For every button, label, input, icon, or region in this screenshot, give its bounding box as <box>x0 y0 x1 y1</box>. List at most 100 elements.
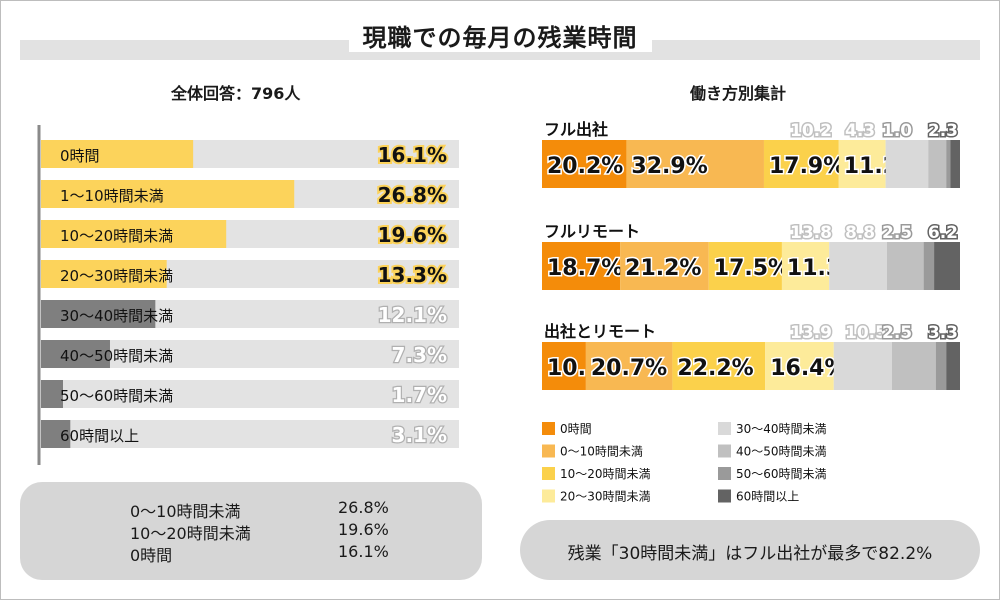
summary-value: 19.6% <box>338 520 389 539</box>
legend-label: 0時間 <box>560 422 592 436</box>
category-label: 20～30時間未満 <box>60 267 173 285</box>
bar <box>41 140 194 168</box>
legend-swatch <box>718 422 731 435</box>
stack-segment <box>765 342 834 390</box>
segment-label: 17.5% <box>714 256 790 281</box>
legend-swatch <box>718 489 731 503</box>
legend-label: 10～20時間未満 <box>560 467 651 481</box>
summary-label: 0時間 <box>130 546 173 565</box>
value-label: 7.3% <box>392 343 447 367</box>
stack-segment <box>838 140 886 188</box>
summary-value: 16.1% <box>338 542 389 561</box>
segment-label: 8.8 <box>845 223 875 243</box>
stack-segment <box>626 140 764 188</box>
segment-label: 1.0 <box>882 121 912 141</box>
stack-segment <box>781 242 830 290</box>
legend-label: 30～40時間未満 <box>736 422 827 436</box>
legend-label: 50～60時間未満 <box>736 467 827 481</box>
segment-label: 2.5 <box>882 323 912 343</box>
legend-swatch <box>542 467 555 480</box>
segment-label: 20.2% <box>547 154 623 179</box>
bar <box>41 380 63 408</box>
value-label: 16.1% <box>378 143 447 167</box>
stack-segment <box>833 342 892 390</box>
bar <box>41 220 227 248</box>
legend-swatch <box>542 444 555 458</box>
stack-segment <box>542 140 627 188</box>
bar <box>41 340 110 368</box>
segment-label: 22.2% <box>677 356 753 381</box>
stack-segment <box>950 140 960 188</box>
segment-label: 13.8 <box>790 223 832 243</box>
overall-bar-chart: 0時間 16.1% 1～10時間未満 26.8% 10～20時間未満 19.6% 20～30… <box>37 125 459 465</box>
stack-segment <box>891 342 936 390</box>
left-subtitle: 全体回答：796人 <box>171 84 301 103</box>
stack-segment <box>946 140 951 188</box>
right-subtitle: 働き方別集計 <box>690 84 787 103</box>
stack-segment <box>886 242 924 290</box>
stack-segment <box>829 242 887 290</box>
value-label: 13.3% <box>378 263 447 287</box>
segment-label: 2.3 <box>928 121 958 141</box>
stack-segment <box>672 342 766 390</box>
stack-segment <box>928 140 947 188</box>
stack-segment <box>708 242 782 290</box>
conclusion-text: 残業「30時間未満」はフル出社が最多で82.2% <box>567 544 933 564</box>
chart-title-text: 現職での毎月の残業時間 <box>348 24 652 52</box>
chart-title: 現職での毎月の残業時間 <box>0 18 1000 53</box>
stack-segment <box>885 140 929 188</box>
segment-label: 21.2% <box>625 256 701 281</box>
bar <box>41 180 295 208</box>
segment-label: 2.5 <box>882 223 912 243</box>
conclusion-box: 残業「30時間未満」はフル出社が最多で82.2% <box>520 520 980 580</box>
category-label: 10～20時間未満 <box>60 227 173 245</box>
category-label: 30～40時間未満 <box>60 307 173 325</box>
segment-label: 18.7% <box>547 256 623 281</box>
segment-label: 13.9 <box>790 323 832 343</box>
legend-swatch <box>542 489 555 503</box>
value-label: 1.7% <box>392 383 447 407</box>
segment-label: 4.3 <box>845 121 875 141</box>
bar <box>41 260 167 288</box>
group-label: 出社とリモート <box>544 322 656 341</box>
stack-segment <box>946 342 960 390</box>
group-label: フル出社 <box>544 120 608 139</box>
segment-label: 3.3 <box>928 323 958 343</box>
bar <box>41 420 71 448</box>
bar-track <box>41 380 459 408</box>
segment-label: 6.2 <box>928 223 958 243</box>
summary-label: 0～10時間未満 <box>130 502 241 521</box>
category-label: 50～60時間未満 <box>60 387 173 405</box>
bar <box>41 300 156 328</box>
segment-label: 17.9% <box>769 154 845 179</box>
segment-label: 10.5 <box>845 323 887 343</box>
segment-label: 10.2 <box>790 121 832 141</box>
stack-segment <box>542 342 586 390</box>
value-label: 3.1% <box>392 423 447 447</box>
stack-segment <box>934 242 960 290</box>
bar-track <box>41 340 459 368</box>
legend-label: 60時間以上 <box>736 490 799 504</box>
legend-label: 40～50時間未満 <box>736 445 827 459</box>
legend-label: 0～10時間未満 <box>560 445 643 459</box>
summary-value: 26.8% <box>338 498 389 517</box>
category-label: 40～50時間未満 <box>60 347 173 365</box>
stack-segment <box>935 342 947 390</box>
stack-segment <box>542 242 621 290</box>
summary-label: 10～20時間未満 <box>130 524 251 543</box>
segment-label: 20.7% <box>591 356 667 381</box>
bar-track <box>41 420 459 448</box>
value-label: 26.8% <box>378 183 447 207</box>
value-label: 19.6% <box>378 223 447 247</box>
legend-label: 20～30時間未満 <box>560 490 651 504</box>
stack-segment <box>923 242 935 290</box>
summary-box: 0～10時間未満 26.8% 10～20時間未満 19.6% 0時間 16.1% <box>20 482 482 580</box>
segment-label: 32.9% <box>631 154 707 179</box>
legend-swatch <box>718 444 731 458</box>
legend-swatch <box>542 422 555 435</box>
stack-segment <box>620 242 709 290</box>
category-label: 1～10時間未満 <box>60 187 164 205</box>
value-label: 12.1% <box>378 303 447 327</box>
category-label: 0時間 <box>60 147 100 165</box>
